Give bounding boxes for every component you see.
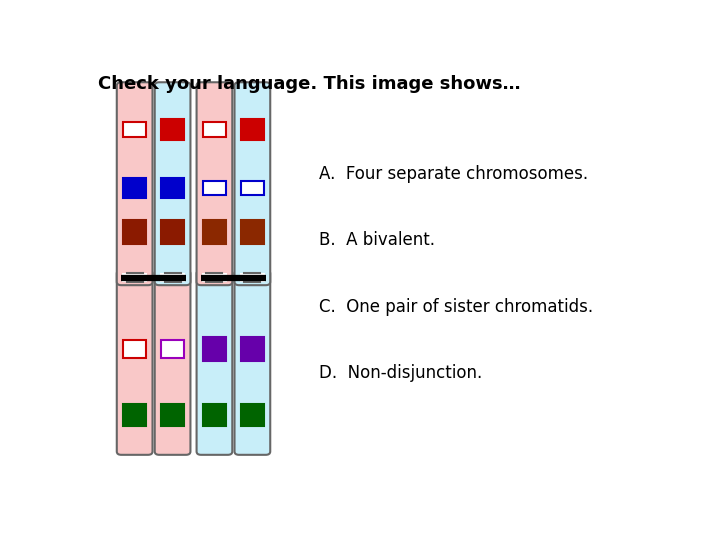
Bar: [203, 122, 225, 137]
Bar: [240, 273, 265, 282]
Bar: [124, 178, 145, 198]
Text: B.  A bivalent.: B. A bivalent.: [319, 231, 435, 249]
Text: C.  One pair of sister chromatids.: C. One pair of sister chromatids.: [319, 298, 593, 316]
Bar: [124, 404, 145, 426]
FancyBboxPatch shape: [155, 270, 190, 455]
Bar: [161, 119, 184, 139]
Text: Check your language. This image shows…: Check your language. This image shows…: [99, 75, 521, 93]
FancyBboxPatch shape: [235, 270, 270, 455]
Bar: [241, 220, 264, 244]
Bar: [241, 181, 264, 195]
Bar: [161, 178, 184, 198]
Bar: [241, 404, 264, 426]
Bar: [161, 340, 184, 358]
Text: A.  Four separate chromosomes.: A. Four separate chromosomes.: [319, 165, 588, 183]
Bar: [241, 337, 264, 361]
Bar: [124, 340, 145, 358]
Bar: [241, 119, 264, 139]
FancyBboxPatch shape: [117, 82, 153, 285]
Text: D.  Non-disjunction.: D. Non-disjunction.: [319, 364, 482, 382]
Bar: [124, 220, 145, 244]
Bar: [203, 337, 225, 361]
Bar: [203, 404, 225, 426]
Bar: [122, 273, 147, 282]
Bar: [202, 273, 227, 282]
FancyBboxPatch shape: [197, 82, 233, 285]
Bar: [124, 122, 145, 137]
FancyBboxPatch shape: [235, 82, 270, 285]
Bar: [203, 181, 225, 195]
Bar: [161, 404, 184, 426]
Bar: [203, 220, 225, 244]
Bar: [161, 220, 184, 244]
FancyBboxPatch shape: [117, 270, 153, 455]
Bar: [161, 273, 185, 282]
FancyBboxPatch shape: [197, 270, 233, 455]
FancyBboxPatch shape: [155, 82, 190, 285]
